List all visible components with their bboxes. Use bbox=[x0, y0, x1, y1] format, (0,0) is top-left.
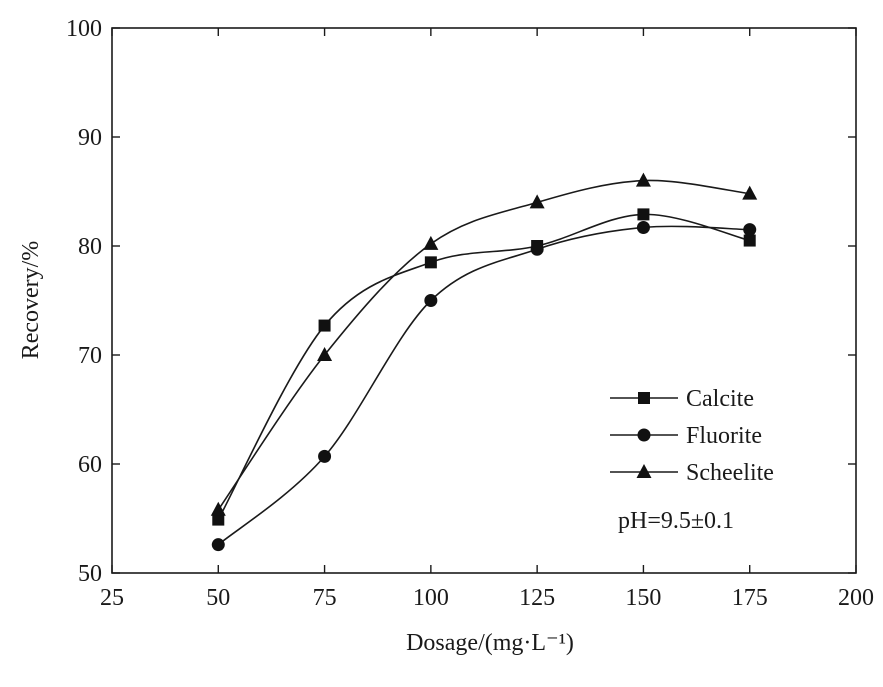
calcite-curve bbox=[217, 213, 750, 520]
fluorite-curve bbox=[217, 225, 750, 546]
plot-frame bbox=[111, 27, 857, 574]
y-tick-label: 60 bbox=[78, 452, 102, 478]
x-tick-label: 200 bbox=[838, 585, 874, 611]
y-axis-label: Recovery/% bbox=[18, 241, 44, 360]
fluorite-point bbox=[211, 538, 225, 552]
legend-label-scheelite: Scheelite bbox=[686, 460, 774, 486]
y-tick-label: 90 bbox=[78, 125, 102, 151]
x-tick-label: 100 bbox=[413, 585, 449, 611]
calcite-point bbox=[424, 256, 437, 269]
series-curves bbox=[217, 179, 750, 546]
scheelite-point bbox=[742, 185, 758, 200]
scheelite-point bbox=[635, 172, 651, 187]
x-tick-label: 125 bbox=[519, 585, 555, 611]
fluorite-point bbox=[424, 294, 438, 307]
scheelite-point bbox=[210, 501, 226, 516]
scheelite-point bbox=[423, 235, 439, 250]
fluorite-point bbox=[636, 220, 650, 234]
x-tick-label: 50 bbox=[206, 585, 230, 611]
calcite-point bbox=[637, 208, 650, 221]
fluorite-point bbox=[318, 449, 332, 463]
legend-label-calcite: Calcite bbox=[686, 386, 754, 412]
x-tick-label: 25 bbox=[100, 585, 124, 611]
y-tick-label: 100 bbox=[66, 16, 102, 42]
x-axis-label: Dosage/(mg·L⁻¹) bbox=[406, 630, 574, 656]
y-tick-label: 70 bbox=[78, 343, 102, 369]
legend-label-fluorite: Fluorite bbox=[686, 423, 762, 449]
legend: Calcite Fluorite Scheelite bbox=[610, 386, 774, 486]
series-markers bbox=[210, 172, 758, 552]
x-axis: 25 50 75 100 125 150 175 200 bbox=[100, 28, 874, 611]
fluorite-point bbox=[743, 223, 757, 237]
y-tick-label: 80 bbox=[78, 234, 102, 260]
calcite-point bbox=[212, 513, 225, 526]
x-tick-label: 75 bbox=[313, 585, 337, 611]
legend-marker-calcite bbox=[638, 392, 650, 404]
legend-marker-scheelite bbox=[636, 464, 652, 478]
scheelite-curve bbox=[217, 179, 750, 511]
x-tick-label: 175 bbox=[732, 585, 768, 611]
calcite-point bbox=[318, 319, 331, 332]
calcite-point bbox=[743, 234, 756, 247]
legend-marker-fluorite bbox=[637, 428, 651, 442]
ph-annotation: pH=9.5±0.1 bbox=[618, 508, 734, 534]
fluorite-point bbox=[530, 242, 544, 256]
y-axis: 50 60 70 80 90 100 bbox=[66, 16, 856, 587]
x-tick-label: 150 bbox=[625, 585, 661, 611]
y-tick-label: 50 bbox=[78, 561, 102, 587]
scheelite-point bbox=[317, 347, 333, 361]
scheelite-point bbox=[529, 194, 545, 209]
